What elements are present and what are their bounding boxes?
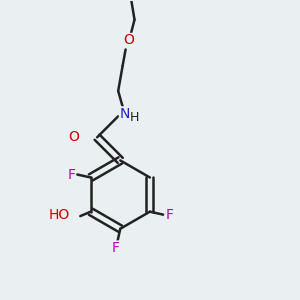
- Text: O: O: [124, 34, 135, 47]
- Text: H: H: [130, 111, 139, 124]
- Text: F: F: [112, 241, 120, 255]
- Text: HO: HO: [49, 208, 70, 222]
- Text: F: F: [165, 208, 173, 222]
- Text: O: O: [68, 130, 79, 144]
- Text: F: F: [68, 167, 75, 182]
- Text: N: N: [119, 107, 130, 121]
